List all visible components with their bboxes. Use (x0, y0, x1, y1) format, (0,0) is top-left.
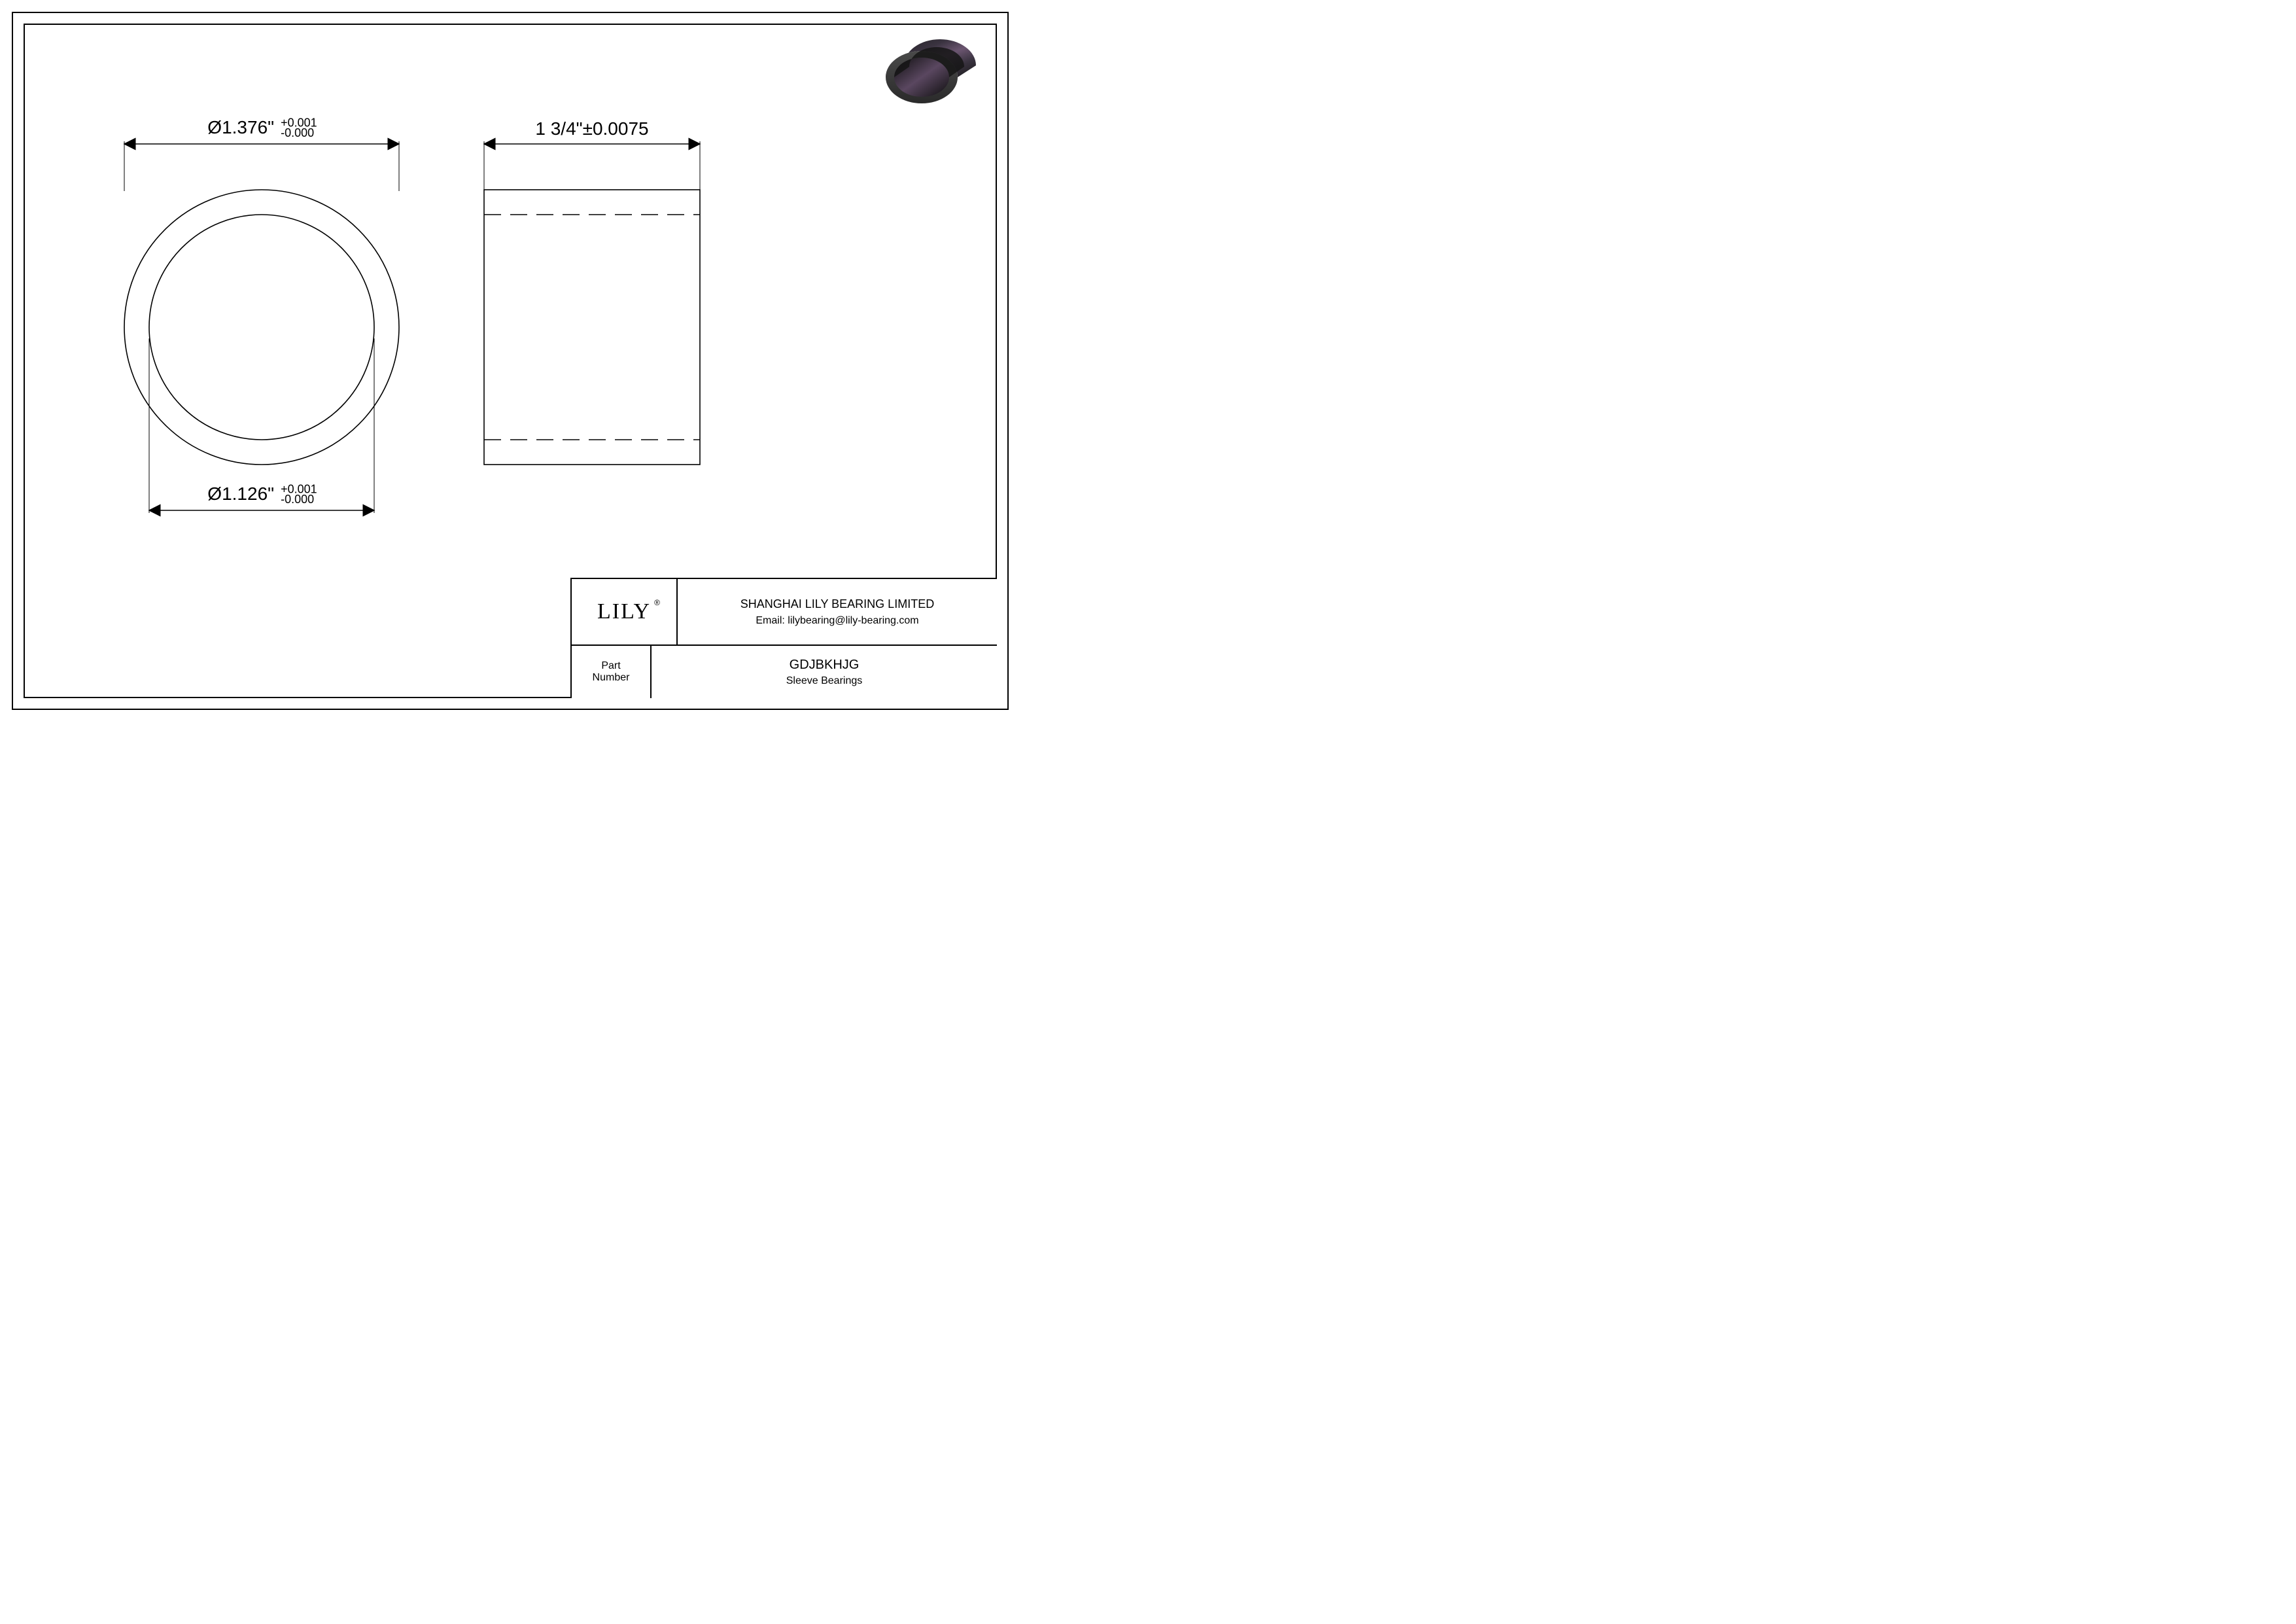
company-cell: SHANGHAI LILY BEARING LIMITED Email: lil… (676, 579, 997, 644)
part-number-value-cell: GDJBKHJG Sleeve Bearings (650, 646, 997, 698)
company-name: SHANGHAI LILY BEARING LIMITED (740, 597, 934, 611)
logo-text: LILY (597, 599, 651, 624)
company-email: Email: lilybearing@lily-bearing.com (756, 615, 918, 627)
svg-text:1 3/4"±0.0075: 1 3/4"±0.0075 (535, 118, 648, 139)
logo-cell: LILY ® (572, 579, 676, 644)
title-row-part: Part Number GDJBKHJG Sleeve Bearings (572, 646, 997, 698)
part-number: GDJBKHJG (790, 658, 860, 673)
svg-text:-0.000: -0.000 (281, 493, 314, 506)
part-description: Sleeve Bearings (786, 675, 863, 687)
part-label-2: Number (593, 672, 630, 684)
registered-mark: ® (654, 598, 661, 607)
part-label-1: Part (601, 660, 620, 672)
svg-text:-0.000: -0.000 (281, 126, 314, 139)
part-number-label-cell: Part Number (572, 646, 650, 698)
title-row-company: LILY ® SHANGHAI LILY BEARING LIMITED Ema… (572, 579, 997, 646)
svg-text:Ø1.376": Ø1.376" (207, 117, 274, 137)
title-block: LILY ® SHANGHAI LILY BEARING LIMITED Ema… (570, 578, 997, 698)
svg-text:Ø1.126": Ø1.126" (207, 484, 274, 504)
isometric-render (860, 31, 984, 123)
drawing-sheet: Ø1.376"+0.001-0.000Ø1.126"+0.001-0.0001 … (0, 0, 1020, 722)
